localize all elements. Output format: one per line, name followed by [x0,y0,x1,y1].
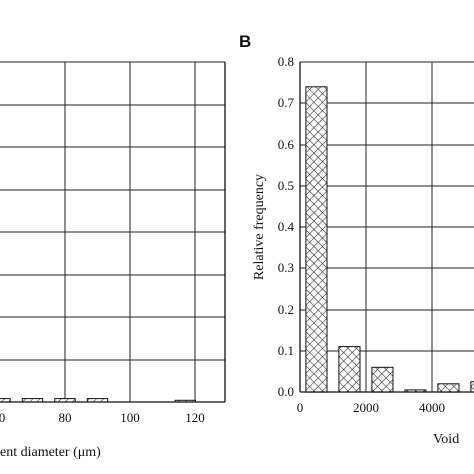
left-x-tick-100: 100 [120,410,140,425]
x-tick-4000: 4000 [419,400,445,415]
panel-label-b: B [239,32,251,51]
y-tick-0.7: 0.7 [278,95,295,110]
right-bar-1 [338,346,361,393]
x-tick-2000: 2000 [353,400,379,415]
y-tick-0.5: 0.5 [278,178,294,193]
right-bar-5 [470,381,474,393]
y-tick-0.3: 0.3 [278,260,294,275]
left-panel: 0 80 100 120 ent diameter (μm) [0,61,226,460]
left-x-axis-label: ent diameter (μm) [0,445,101,460]
right-bar-4 [437,383,460,393]
right-bar-2 [371,366,394,393]
y-tick-0.6: 0.6 [278,137,295,152]
left-x-tick-0: 0 [0,410,5,425]
y-tick-0.8: 0.8 [278,54,294,69]
left-grid [0,61,225,402]
left-bars [0,398,197,403]
right-y-axis-label: Relative frequency [252,174,267,280]
right-panel: B 0.0 0.1 0.2 0.3 0.4 0.5 0.6 0.7 0.8 0 … [239,32,474,447]
right-grid [300,61,474,392]
right-bar-0 [305,86,328,393]
y-tick-0.2: 0.2 [278,302,294,317]
y-tick-0.0: 0.0 [278,384,294,399]
y-tick-0.1: 0.1 [278,343,294,358]
right-bars [305,86,474,393]
left-bar-1 [0,398,11,403]
left-x-tick-80: 80 [59,410,72,425]
x-tick-0: 0 [297,400,304,415]
left-x-tick-120: 120 [185,410,205,425]
right-x-axis-label: Void [433,432,459,447]
y-tick-0.4: 0.4 [278,219,295,234]
